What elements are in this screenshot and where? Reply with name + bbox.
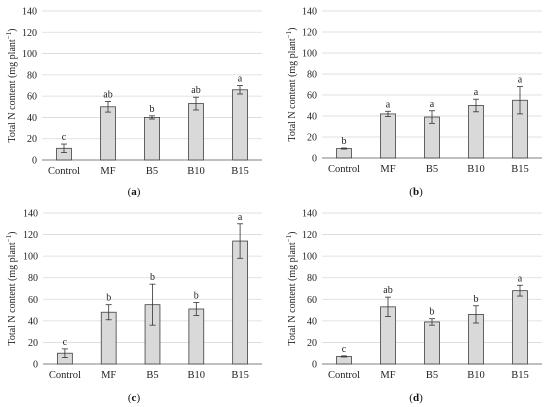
y-tick-label: 120 [302,230,317,241]
significance-label: a [238,74,243,85]
x-tick-label: B15 [231,370,249,381]
y-axis-label: Total N content (mg plant−1) [285,232,298,346]
y-tick-label: 140 [302,209,317,220]
bar-control [336,148,352,159]
y-tick-label: 120 [22,28,37,39]
x-tick-label: B5 [426,164,438,175]
significance-label: b [194,291,199,302]
bar-b10 [188,103,204,161]
x-tick-label: B5 [426,370,438,381]
panel-label: (c) [128,392,141,404]
x-tick-label: B5 [146,166,158,177]
significance-label: a [386,99,391,110]
x-tick-label: MF [380,370,395,381]
significance-label: b [150,272,155,283]
significance-label: b [150,104,155,115]
y-tick-label: 100 [302,252,317,263]
x-tick-label: B15 [231,166,249,177]
bar-mf [380,113,396,159]
y-tick-label: 100 [23,252,38,263]
y-tick-label: 40 [27,113,37,124]
x-tick-label: B10 [187,166,205,177]
y-tick-label: 40 [307,112,317,123]
significance-label: a [238,212,243,223]
x-tick-label: MF [100,166,115,177]
significance-label: a [518,75,523,86]
y-tick-label: 20 [27,134,37,145]
y-tick-label: 80 [27,70,37,81]
significance-label: ab [383,285,392,296]
y-tick-label: 60 [27,92,37,103]
significance-label: c [63,337,68,348]
panel-label: (d) [409,392,423,404]
panel-label: (a) [128,186,141,198]
significance-label: c [342,344,347,355]
y-tick-label: 80 [28,273,38,284]
y-tick-label: 140 [23,209,38,220]
bar-b15 [512,290,528,365]
y-tick-label: 20 [28,338,38,349]
panel-label: (b) [409,186,423,198]
bar-control [336,356,352,365]
y-tick-label: 140 [22,7,37,18]
bar-b5 [424,321,440,365]
significance-label: b [342,136,347,147]
y-tick-label: 80 [307,273,317,284]
bar-b10 [188,308,205,365]
y-axis-label: Total N content (mg plant−1) [5,29,18,143]
y-axis-label: Total N content (mg plant−1) [285,28,298,142]
y-tick-label: 20 [307,338,317,349]
y-tick-label: 0 [312,360,317,371]
y-tick-label: 40 [307,316,317,327]
bar-mf [100,106,116,161]
y-tick-label: 0 [33,360,38,371]
x-tick-label: Control [48,166,80,177]
x-tick-label: Control [328,164,360,175]
x-tick-label: B10 [467,164,485,175]
bar-b5 [144,117,160,161]
y-tick-label: 120 [23,230,38,241]
y-tick-label: 60 [307,295,317,306]
bar-b15 [232,89,248,161]
x-tick-label: B15 [511,164,529,175]
bar-b15 [232,240,248,365]
x-tick-label: B5 [146,370,158,381]
chart-panel-c: 0 20 40 60 80 100 120 140 Total N content (mg pl… [5,209,262,404]
significance-label: b [430,307,435,318]
significance-label: c [62,132,67,143]
significance-label: a [430,99,435,110]
y-axis-label: Total N content (mg plant−1) [5,232,18,346]
y-tick-label: 20 [307,133,317,144]
significance-label: ab [191,85,200,96]
chart-panel-d: 0 20 40 60 80 100 120 140 Total N content (mg pl… [285,209,542,404]
bar-b10 [468,105,484,159]
y-tick-label: 60 [28,295,38,306]
x-tick-label: B10 [467,370,485,381]
significance-label: b [474,294,479,305]
significance-label: ab [103,89,112,100]
chart-panel-a: 0 20 40 60 80 100 120 140 Total N content (mg pl… [5,7,262,198]
y-tick-label: 100 [302,49,317,60]
y-tick-label: 80 [307,70,317,81]
x-tick-label: B15 [511,370,529,381]
y-tick-label: 40 [28,316,38,327]
x-tick-label: Control [328,370,360,381]
y-tick-label: 0 [312,154,317,165]
y-tick-label: 100 [22,49,37,60]
significance-label: a [474,87,479,98]
x-tick-label: B10 [188,370,206,381]
y-tick-label: 60 [307,91,317,102]
x-tick-label: Control [49,370,81,381]
chart-panel-b: 0 20 40 60 80 100 120 140 Total N content (mg pl… [285,7,542,198]
y-tick-label: 0 [32,156,37,167]
x-tick-label: MF [380,164,395,175]
y-tick-label: 140 [302,7,317,18]
x-tick-label: MF [101,370,116,381]
significance-label: a [518,273,523,284]
y-tick-label: 120 [302,28,317,39]
significance-label: b [106,293,111,304]
